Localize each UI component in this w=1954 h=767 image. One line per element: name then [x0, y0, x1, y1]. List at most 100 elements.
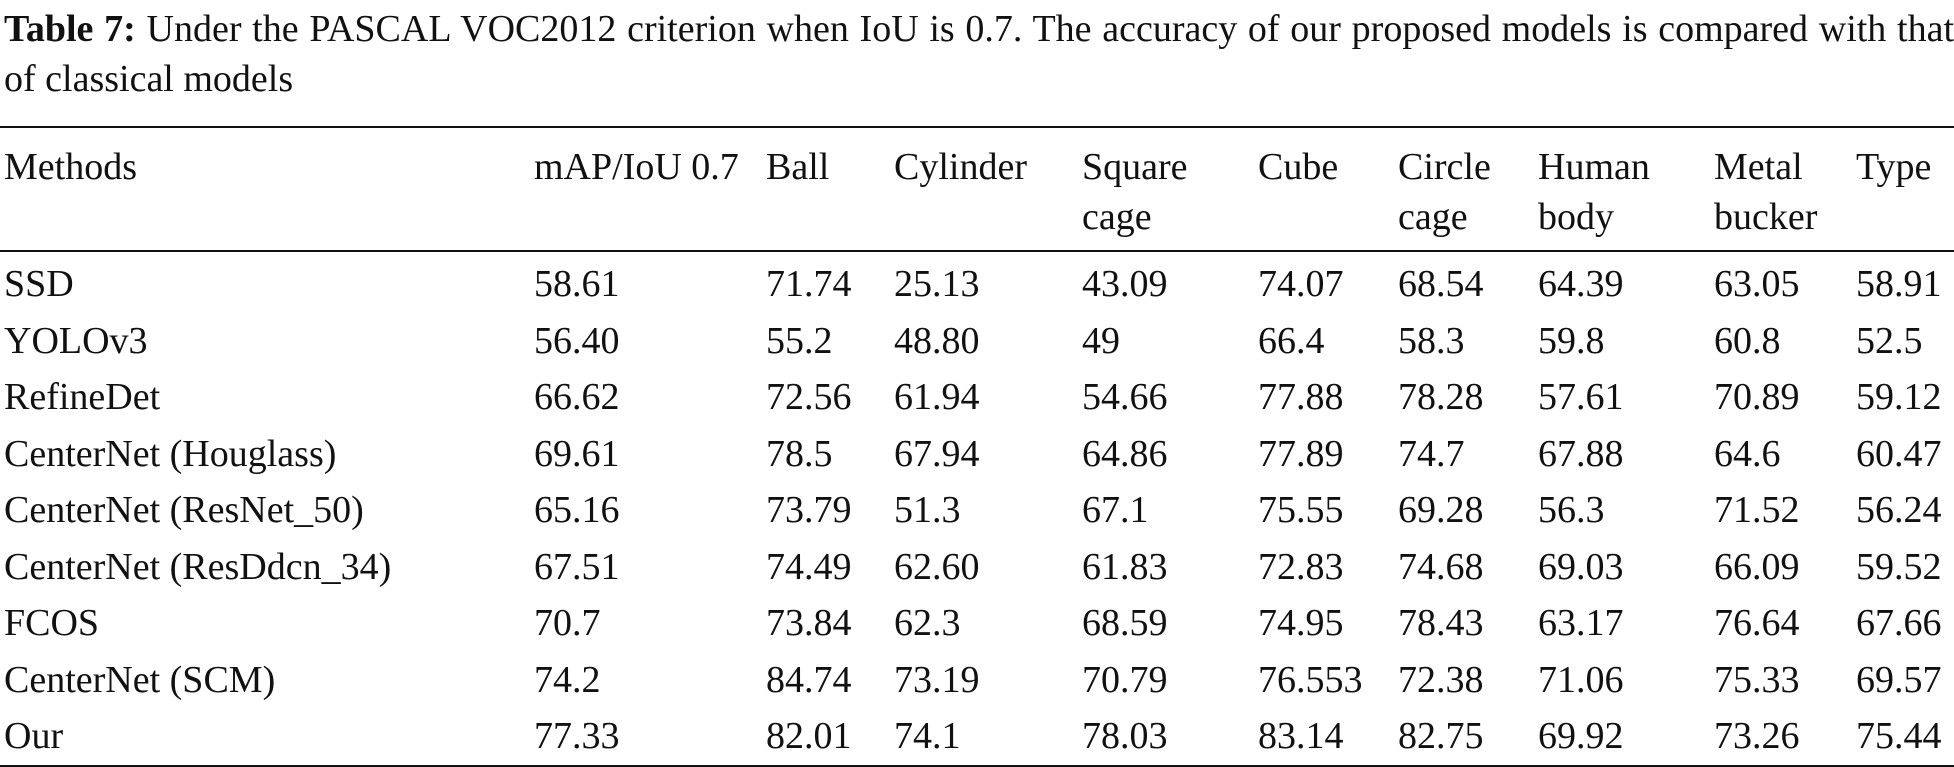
- score-cell: 73.79: [766, 489, 852, 532]
- score-cell: 74.7: [1398, 432, 1465, 475]
- score-cell: 73.26: [1714, 715, 1800, 758]
- score-cell: 56.3: [1538, 489, 1605, 532]
- score-cell: 54.66: [1082, 376, 1168, 419]
- score-cell: 61.83: [1082, 545, 1168, 588]
- table-row: CenterNet (ResDdcn_34) 67.51 74.49 62.60 61.…: [0, 539, 1954, 596]
- score-cell: 59.52: [1856, 545, 1942, 588]
- score-cell: 49: [1082, 319, 1120, 362]
- score-cell: 67.51: [534, 545, 620, 588]
- score-cell: 73.19: [894, 658, 980, 701]
- score-cell: 69.57: [1856, 658, 1942, 701]
- score-cell: 48.80: [894, 319, 980, 362]
- column-header: Metal bucker: [1714, 146, 1818, 238]
- score-cell: 67.94: [894, 432, 980, 475]
- score-cell: 63.17: [1538, 602, 1624, 645]
- score-cell: 67.88: [1538, 432, 1624, 475]
- table-row: SSD 58.61 71.74 25.13 43.09 74.07 68.54 64.39 63…: [0, 251, 1954, 313]
- table-header-row: Methods mAP/IoU 0.7 Ball Cylinder Square cag…: [0, 127, 1954, 251]
- table-body: SSD 58.61 71.74 25.13 43.09 74.07 68.54 64.39 63…: [0, 251, 1954, 766]
- score-cell: 70.89: [1714, 376, 1800, 419]
- score-cell: 67.1: [1082, 489, 1149, 532]
- results-table: Methods mAP/IoU 0.7 Ball Cylinder Square cag…: [0, 126, 1954, 767]
- method-name-cell: SSD: [4, 263, 74, 306]
- column-header: Ball: [766, 146, 830, 188]
- score-cell: 63.05: [1714, 263, 1800, 306]
- score-cell: 71.06: [1538, 658, 1624, 701]
- score-cell: 82.75: [1398, 715, 1484, 758]
- score-cell: 78.5: [766, 432, 833, 475]
- score-cell: 74.49: [766, 545, 852, 588]
- score-cell: 61.94: [894, 376, 980, 419]
- table-row: Our 77.33 82.01 74.1 78.03 83.14 82.75 69.92 73.…: [0, 708, 1954, 766]
- score-cell: 74.95: [1258, 602, 1344, 645]
- table-row: FCOS 70.7 73.84 62.3 68.59 74.95 78.43 63.17 76.…: [0, 595, 1954, 652]
- table-caption-label: Table 7:: [4, 8, 136, 50]
- score-cell: 65.16: [534, 489, 620, 532]
- score-cell: 72.83: [1258, 545, 1344, 588]
- method-name-cell: CenterNet (Houglass): [4, 432, 337, 475]
- score-cell: 62.3: [894, 602, 961, 645]
- table-row: CenterNet (Houglass) 69.61 78.5 67.94 64.86 7…: [0, 426, 1954, 483]
- score-cell: 66.09: [1714, 545, 1800, 588]
- column-header: Cylinder: [894, 146, 1027, 188]
- table-row: CenterNet (ResNet_50) 65.16 73.79 51.3 67.1 7…: [0, 482, 1954, 539]
- table-caption: Table 7: Under the PASCAL VOC2012 criter…: [4, 4, 1954, 104]
- column-header: Type: [1856, 146, 1932, 188]
- score-cell: 68.59: [1082, 602, 1168, 645]
- score-cell: 74.07: [1258, 263, 1344, 306]
- score-cell: 58.3: [1398, 319, 1465, 362]
- score-cell: 25.13: [894, 263, 980, 306]
- score-cell: 72.56: [766, 376, 852, 419]
- column-header: Cube: [1258, 146, 1339, 188]
- score-cell: 55.2: [766, 319, 833, 362]
- table-row: CenterNet (SCM) 74.2 84.74 73.19 70.79 76.553…: [0, 652, 1954, 709]
- score-cell: 56.24: [1856, 489, 1942, 532]
- score-cell: 74.2: [534, 658, 601, 701]
- score-cell: 84.74: [766, 658, 852, 701]
- score-cell: 77.89: [1258, 432, 1344, 475]
- score-cell: 82.01: [766, 715, 852, 758]
- method-name-cell: CenterNet (SCM): [4, 658, 276, 701]
- method-name-cell: RefineDet: [4, 376, 161, 419]
- score-cell: 56.40: [534, 319, 620, 362]
- score-cell: 76.553: [1258, 658, 1363, 701]
- score-cell: 69.28: [1398, 489, 1484, 532]
- score-cell: 58.61: [534, 263, 620, 306]
- score-cell: 75.44: [1856, 715, 1942, 758]
- score-cell: 74.68: [1398, 545, 1484, 588]
- score-cell: 67.66: [1856, 602, 1942, 645]
- score-cell: 75.55: [1258, 489, 1344, 532]
- score-cell: 68.54: [1398, 263, 1484, 306]
- method-name-cell: CenterNet (ResDdcn_34): [4, 545, 392, 588]
- column-header: Methods: [4, 146, 137, 188]
- score-cell: 83.14: [1258, 715, 1344, 758]
- score-cell: 78.28: [1398, 376, 1484, 419]
- method-name-cell: YOLOv3: [4, 319, 148, 362]
- column-header: Square cage: [1082, 146, 1188, 238]
- score-cell: 66.62: [534, 376, 620, 419]
- score-cell: 77.33: [534, 715, 620, 758]
- score-cell: 77.88: [1258, 376, 1344, 419]
- column-header: Circle cage: [1398, 146, 1491, 238]
- score-cell: 52.5: [1856, 319, 1923, 362]
- score-cell: 43.09: [1082, 263, 1168, 306]
- score-cell: 73.84: [766, 602, 852, 645]
- score-cell: 60.47: [1856, 432, 1942, 475]
- table-row: YOLOv3 56.40 55.2 48.80 49 66.4 58.3 59.8 60.8 52…: [0, 313, 1954, 370]
- score-cell: 69.03: [1538, 545, 1624, 588]
- score-cell: 66.4: [1258, 319, 1325, 362]
- table-caption-text: Under the PASCAL VOC2012 criterion when …: [4, 8, 1954, 100]
- score-cell: 78.43: [1398, 602, 1484, 645]
- method-name-cell: Our: [4, 715, 64, 758]
- score-cell: 64.6: [1714, 432, 1781, 475]
- score-cell: 76.64: [1714, 602, 1800, 645]
- score-cell: 51.3: [894, 489, 961, 532]
- score-cell: 72.38: [1398, 658, 1484, 701]
- table-row: RefineDet 66.62 72.56 61.94 54.66 77.88 78.28 5…: [0, 369, 1954, 426]
- score-cell: 59.8: [1538, 319, 1605, 362]
- score-cell: 59.12: [1856, 376, 1942, 419]
- score-cell: 64.86: [1082, 432, 1168, 475]
- column-header: mAP/IoU 0.7: [534, 146, 739, 188]
- method-name-cell: FCOS: [4, 602, 100, 645]
